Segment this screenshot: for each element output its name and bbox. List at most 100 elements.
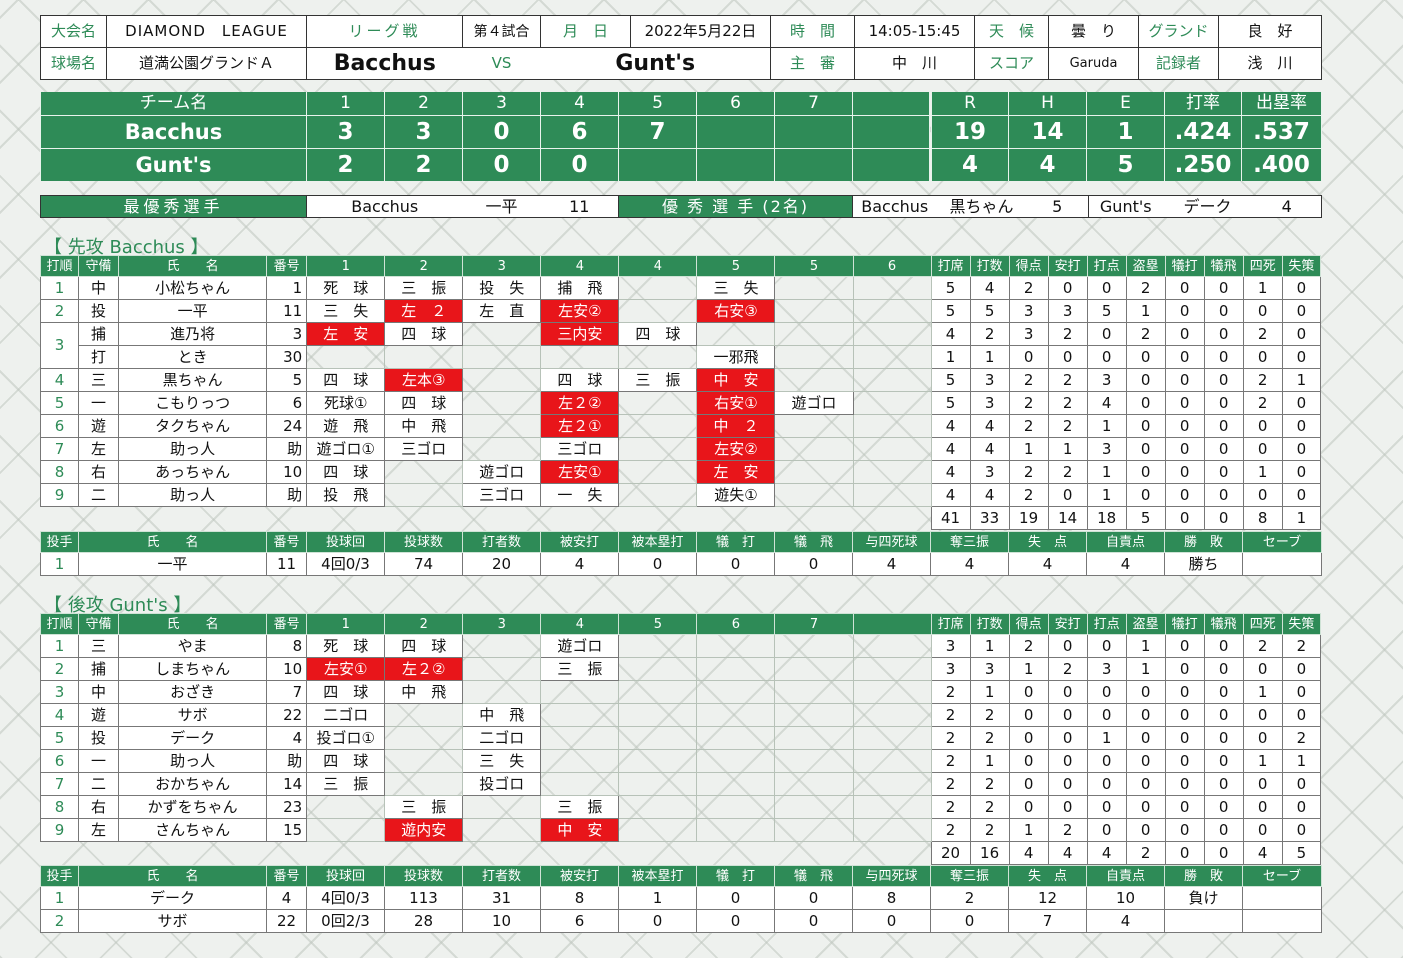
- uniform-number: 助: [266, 483, 308, 507]
- stat-value: 0: [1203, 749, 1244, 773]
- stat-value: 1: [969, 749, 1010, 773]
- at-bat-result: [852, 460, 932, 484]
- stat-header: 盗塁: [1125, 613, 1166, 635]
- at-bat-result: [774, 483, 854, 507]
- at-bat-result: [852, 368, 932, 392]
- at-bat-result: 三 振: [540, 657, 620, 681]
- at-bat-result: [618, 414, 698, 438]
- stat-value: 0: [1164, 391, 1205, 415]
- at-bat-result: [774, 345, 854, 369]
- stat-value: 0: [1125, 703, 1166, 727]
- at-bat-result: 三 振: [384, 276, 464, 300]
- at-bat-result: [852, 726, 932, 750]
- inning-header: 7: [774, 613, 854, 635]
- at-bat-result: [540, 726, 620, 750]
- uniform-number: 15: [266, 818, 308, 842]
- at-bat-result: [540, 345, 620, 369]
- stat-value: 0: [1281, 772, 1322, 796]
- at-bat-result: 遊ゴロ: [774, 391, 854, 415]
- inning-header: [852, 92, 931, 116]
- stat-value: 0: [1125, 483, 1166, 507]
- at-bat-result: 遊失①: [696, 483, 776, 507]
- stat-value: 0: [1203, 414, 1244, 438]
- stat-value: 0: [1203, 276, 1244, 300]
- at-bat-result: [852, 391, 932, 415]
- stat-value: 0: [1008, 795, 1049, 819]
- at-bat-result: 中 安: [696, 368, 776, 392]
- at-bat-result: 投 失: [462, 276, 542, 300]
- batting-order: 7: [39, 437, 80, 461]
- at-bat-result: 三ゴロ: [462, 483, 542, 507]
- mvp-table: 最優秀選手 Bacchus 一平 11 優 秀 選 手 (2名) Bacchus…: [40, 195, 1322, 218]
- pitching-header: 犠 打: [696, 531, 775, 553]
- at-bat-result: 右安①: [696, 391, 776, 415]
- uniform-number: 23: [266, 795, 308, 819]
- stat-value: 0: [1281, 657, 1322, 681]
- at-bat-result: 四 球: [384, 322, 464, 346]
- stat-value: 0: [1164, 299, 1205, 323]
- position: 一: [78, 749, 120, 773]
- player-name: やま: [118, 634, 268, 658]
- stat-value: 2: [1047, 391, 1088, 415]
- uniform-number: 22: [266, 703, 308, 727]
- at-bat-result: [462, 795, 542, 819]
- stat-value: 0: [1047, 726, 1088, 750]
- stat-value: 0: [1086, 818, 1127, 842]
- pitching-stat: 0: [618, 909, 697, 933]
- at-bat-result: 中 安: [540, 818, 620, 842]
- at-bat-result: [462, 391, 542, 415]
- stat-value: 1: [1086, 726, 1127, 750]
- batting-order: 9: [39, 818, 80, 842]
- at-bat-result: [774, 657, 854, 681]
- position: 三: [78, 634, 120, 658]
- total-value: 5: [1125, 506, 1166, 530]
- stat-value: 0: [1125, 680, 1166, 704]
- inning-header: 1: [306, 92, 385, 116]
- stat-header: 失策: [1281, 255, 1322, 277]
- pitching-header: 投球数: [384, 865, 463, 887]
- excellent-number: 4: [1252, 195, 1322, 218]
- player-name: かずをちゃん: [118, 795, 268, 819]
- stat-value: 0: [1281, 483, 1322, 507]
- batter-row: 9 二助っ人助投 飛三ゴロ一 失遊失① 4 4 2 0 1 0 0 0 0 0: [39, 483, 1322, 507]
- inning-header: 2: [384, 255, 464, 277]
- at-bat-result: [696, 795, 776, 819]
- at-bat-result: [306, 345, 386, 369]
- uniform-number: 4: [266, 726, 308, 750]
- pitching-stat: 4: [1086, 909, 1165, 933]
- at-bat-result: 中 ２: [696, 414, 776, 438]
- stat-value: 0: [1125, 345, 1166, 369]
- stat-value: 0: [1164, 414, 1205, 438]
- stat-value: 3: [1086, 368, 1127, 392]
- stat-value: 2: [1125, 276, 1166, 300]
- game-number: 第４試合: [462, 15, 541, 48]
- at-bat-result: [774, 772, 854, 796]
- total-value: 0: [1164, 841, 1205, 865]
- stat-value: 0: [1125, 726, 1166, 750]
- stat-value: 0: [1281, 322, 1322, 346]
- at-bat-result: [774, 818, 854, 842]
- at-bat-result: [696, 680, 776, 704]
- stat-value: 0: [1203, 680, 1244, 704]
- stat-value: 3: [969, 657, 1010, 681]
- position: 左: [78, 437, 120, 461]
- stat-value: 0: [1281, 299, 1322, 323]
- inning-header: 1: [306, 255, 386, 277]
- at-bat-result: 四 球: [384, 391, 464, 415]
- inning-score: 0: [462, 148, 541, 181]
- inning-header: 3: [462, 255, 542, 277]
- stat-header: 打席: [930, 255, 971, 277]
- batting-order: 1: [39, 276, 80, 300]
- stat-value: 0: [1047, 634, 1088, 658]
- bacchus-pitching-table: 投手氏 名番号 投球回 投球数 打者数 被安打 被本塁打犠 打犠 飛与四死球 奪三振失 点自…: [40, 531, 1322, 576]
- at-bat-result: 左２②: [540, 391, 620, 415]
- stat-header: 犠打: [1164, 613, 1205, 635]
- ground-label: グランド: [1138, 15, 1219, 48]
- at-bat-result: 三 失: [696, 276, 776, 300]
- home-team-name: Bacchus: [306, 47, 463, 80]
- at-bat-result: [774, 368, 854, 392]
- at-bat-result: 投ゴロ: [462, 772, 542, 796]
- pitching-header: 与四死球: [852, 865, 931, 887]
- stat-value: 2: [969, 795, 1010, 819]
